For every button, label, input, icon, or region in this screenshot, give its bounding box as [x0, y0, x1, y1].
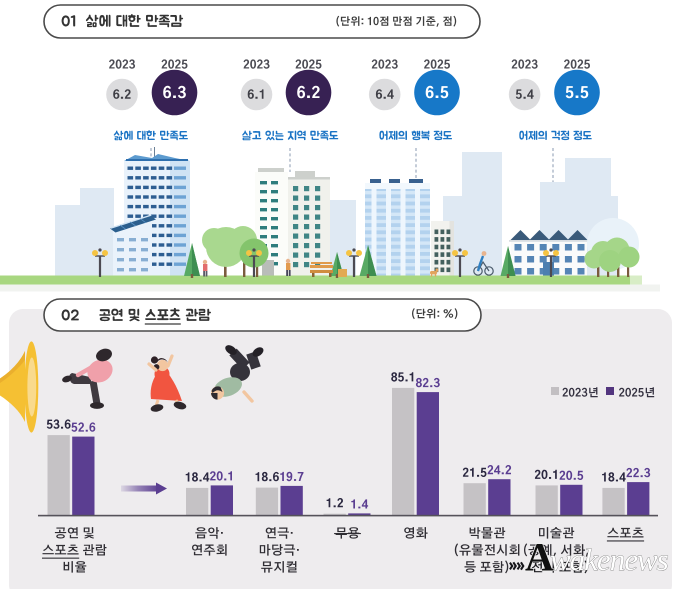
svg-text:A: A: [525, 534, 554, 579]
svg-text:wakenews: wakenews: [550, 542, 669, 577]
